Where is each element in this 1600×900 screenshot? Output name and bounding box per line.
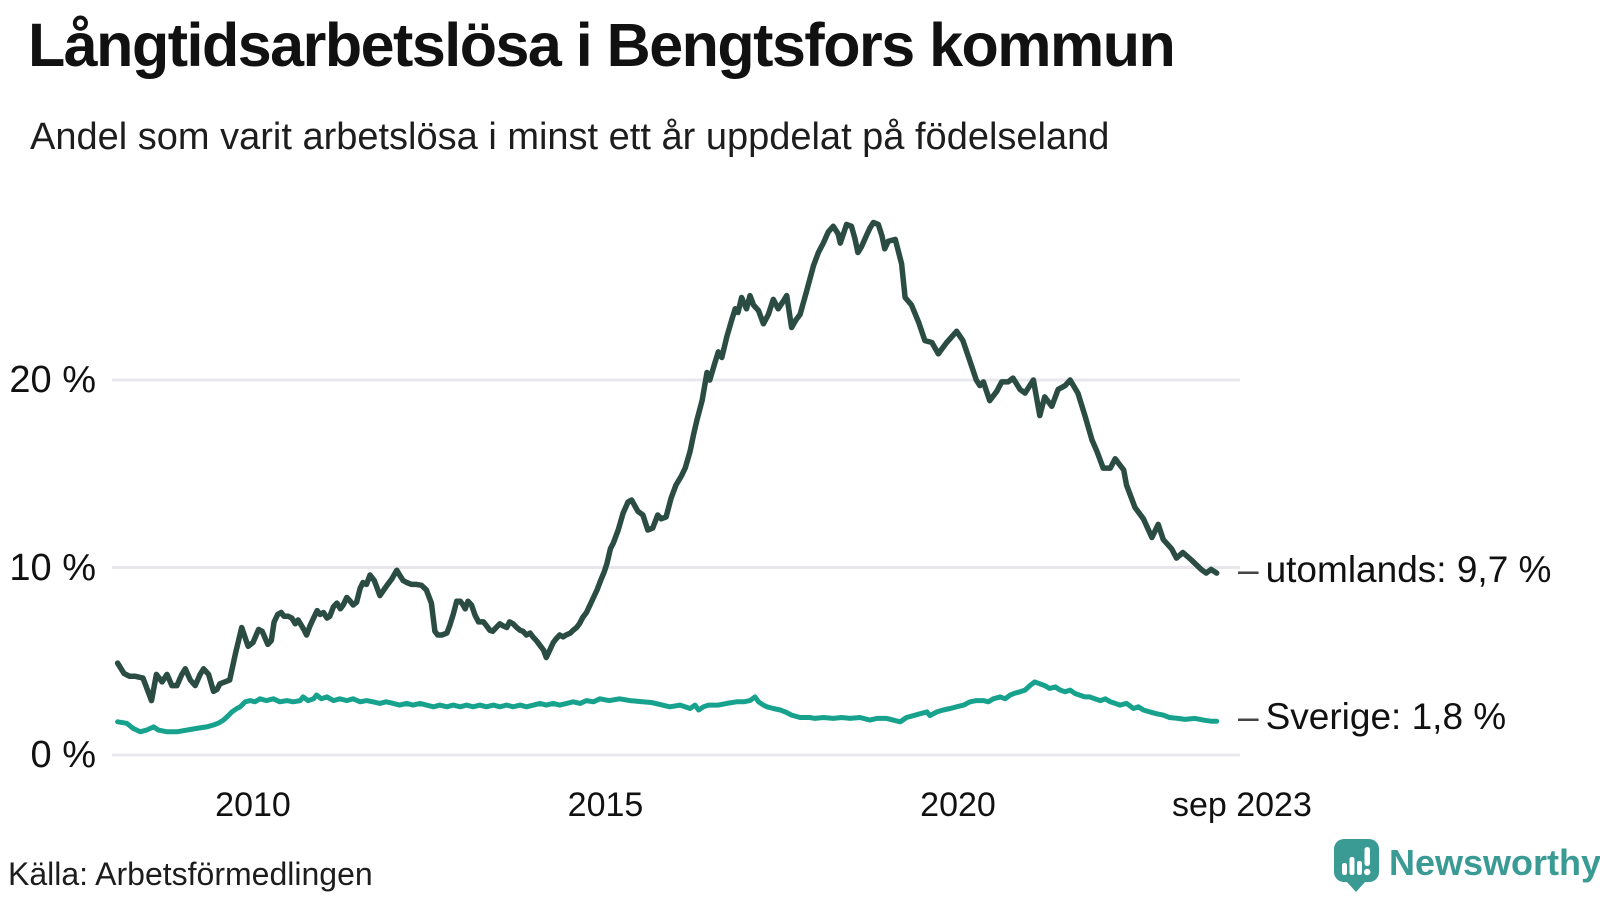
label-leader-dash: – [1238,549,1259,590]
source-credit: Källa: Arbetsförmedlingen [8,856,373,892]
series-label-utomlands-text: utomlands: 9,7 % [1265,549,1552,590]
page-subtitle: Andel som varit arbetslösa i minst ett å… [30,116,1110,158]
x-tick-label: 2010 [215,786,291,824]
x-tick-label: sep 2023 [1171,786,1312,824]
brand-logo: Newsworthy [1333,838,1600,897]
y-tick-label: 0 % [30,734,96,776]
series-label-sverige-text: Sverige: 1,8 % [1265,696,1507,737]
brand-name: Newsworthy [1389,842,1600,883]
y-tick-label: 20 % [9,359,96,401]
newsworthy-bubble-chart-icon [1333,838,1380,897]
line-Sverige [115,679,1220,735]
label-leader-dash: – [1238,696,1259,737]
y-tick-label: 10 % [9,546,96,589]
x-tick-label: 2015 [567,786,644,824]
page-title: Långtidsarbetslösa i Bengtsfors kommun [28,11,1176,79]
data-lines [114,219,1220,735]
series-label-utomlands: – utomlands: 9,7 % [1238,548,1551,592]
line-utomlands [114,219,1220,704]
x-tick-label: 2020 [920,786,996,824]
gridlines [112,378,1240,757]
series-label-sverige: – Sverige: 1,8 % [1238,695,1506,739]
